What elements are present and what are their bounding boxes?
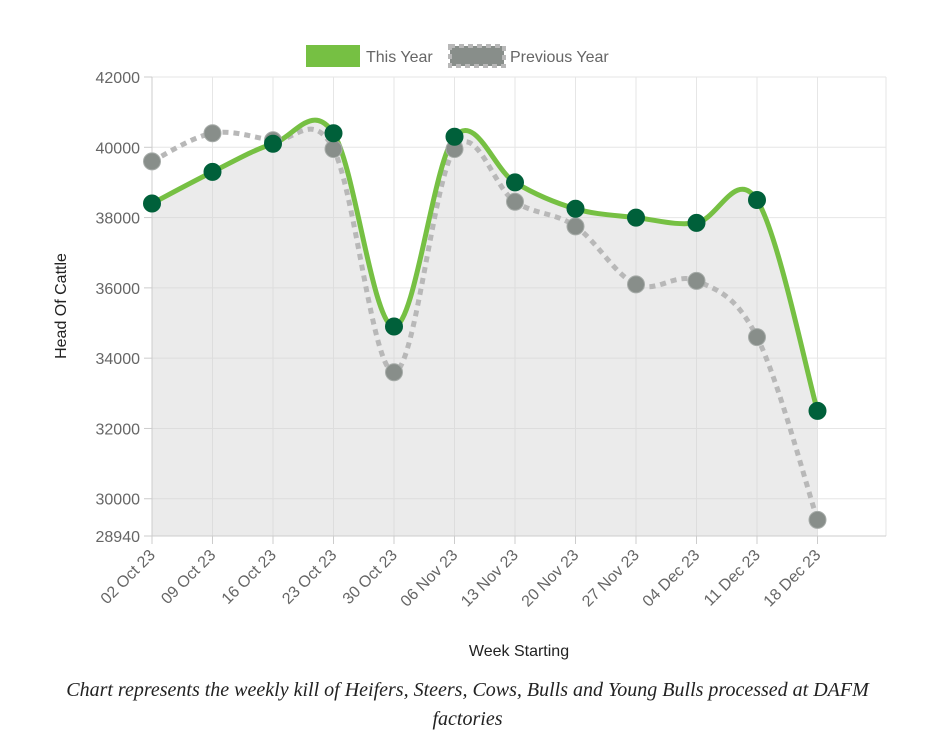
y-axis-title: Head Of Cattle (53, 253, 70, 359)
series (143, 117, 827, 529)
point-previous-year-02-oct-23[interactable] (143, 152, 161, 171)
point-this-year-04-dec-23[interactable] (687, 213, 706, 232)
point-previous-year-04-dec-23[interactable] (687, 271, 706, 290)
point-this-year-27-nov-23[interactable] (627, 208, 645, 227)
x-tick-label: 06 Nov 23 (398, 547, 462, 611)
x-tick-label: 13 Nov 23 (458, 547, 522, 611)
x-tick-label: 02 Oct 23 (98, 547, 159, 608)
x-axis-title: Week Starting (469, 643, 569, 660)
point-this-year-06-nov-23[interactable] (445, 127, 464, 146)
series-line-previous-year (150, 126, 820, 521)
x-tick-label: 09 Oct 23 (158, 547, 219, 608)
area-this-year (152, 120, 818, 536)
x-tick-label: 27 Nov 23 (579, 547, 643, 611)
point-this-year-23-oct-23[interactable] (324, 124, 343, 143)
point-previous-year-13-nov-23[interactable] (506, 192, 524, 211)
y-tick-label: 34000 (96, 351, 141, 368)
point-this-year-13-nov-23[interactable] (506, 173, 524, 192)
point-this-year-09-oct-23[interactable] (203, 162, 222, 181)
y-tick-label: 36000 (96, 281, 141, 298)
point-previous-year-20-nov-23[interactable] (566, 217, 585, 236)
legend-label-this-year[interactable]: This Year (366, 49, 433, 66)
point-previous-year-23-oct-23[interactable] (324, 140, 343, 159)
point-previous-year-27-nov-23[interactable] (627, 275, 645, 294)
x-tick-label: 18 Dec 23 (761, 547, 825, 611)
point-this-year-30-oct-23[interactable] (385, 317, 403, 336)
area-fill (152, 120, 818, 536)
legend[interactable]: This Year Previous Year (306, 44, 609, 68)
x-tick-label: 20 Nov 23 (519, 547, 583, 611)
y-tick-label: 28940 (96, 529, 141, 546)
legend-label-previous-year[interactable]: Previous Year (510, 49, 609, 66)
y-tick-label: 40000 (96, 140, 141, 157)
y-tick-label: 32000 (96, 421, 141, 438)
point-this-year-16-oct-23[interactable] (264, 134, 282, 153)
point-previous-year-18-dec-23[interactable] (808, 510, 827, 529)
legend-swatch-this-year[interactable] (306, 45, 360, 67)
point-previous-year-09-oct-23[interactable] (203, 124, 222, 143)
x-tick-label: 11 Dec 23 (701, 547, 764, 610)
x-tick-label: 30 Oct 23 (340, 547, 401, 608)
x-tick-label: 23 Oct 23 (279, 547, 340, 608)
point-this-year-18-dec-23[interactable] (808, 401, 827, 420)
y-tick-label: 38000 (96, 211, 141, 228)
line-chart: 28940 30000 32000 34000 36000 38000 40000 42000… (53, 44, 887, 660)
legend-swatch-previous-year[interactable] (448, 44, 506, 68)
x-tick-label: 16 Oct 23 (219, 547, 280, 608)
point-previous-year-11-dec-23[interactable] (748, 328, 766, 347)
y-tick-label: 30000 (96, 492, 141, 509)
chart-caption: Chart represents the weekly kill of Heif… (66, 679, 869, 730)
point-this-year-02-oct-23[interactable] (143, 194, 161, 213)
point-previous-year-30-oct-23[interactable] (385, 363, 403, 382)
y-tick-label: 42000 (96, 70, 141, 87)
x-tick-label: 04 Dec 23 (640, 547, 704, 611)
point-this-year-20-nov-23[interactable] (566, 199, 585, 218)
point-this-year-11-dec-23[interactable] (748, 191, 766, 210)
